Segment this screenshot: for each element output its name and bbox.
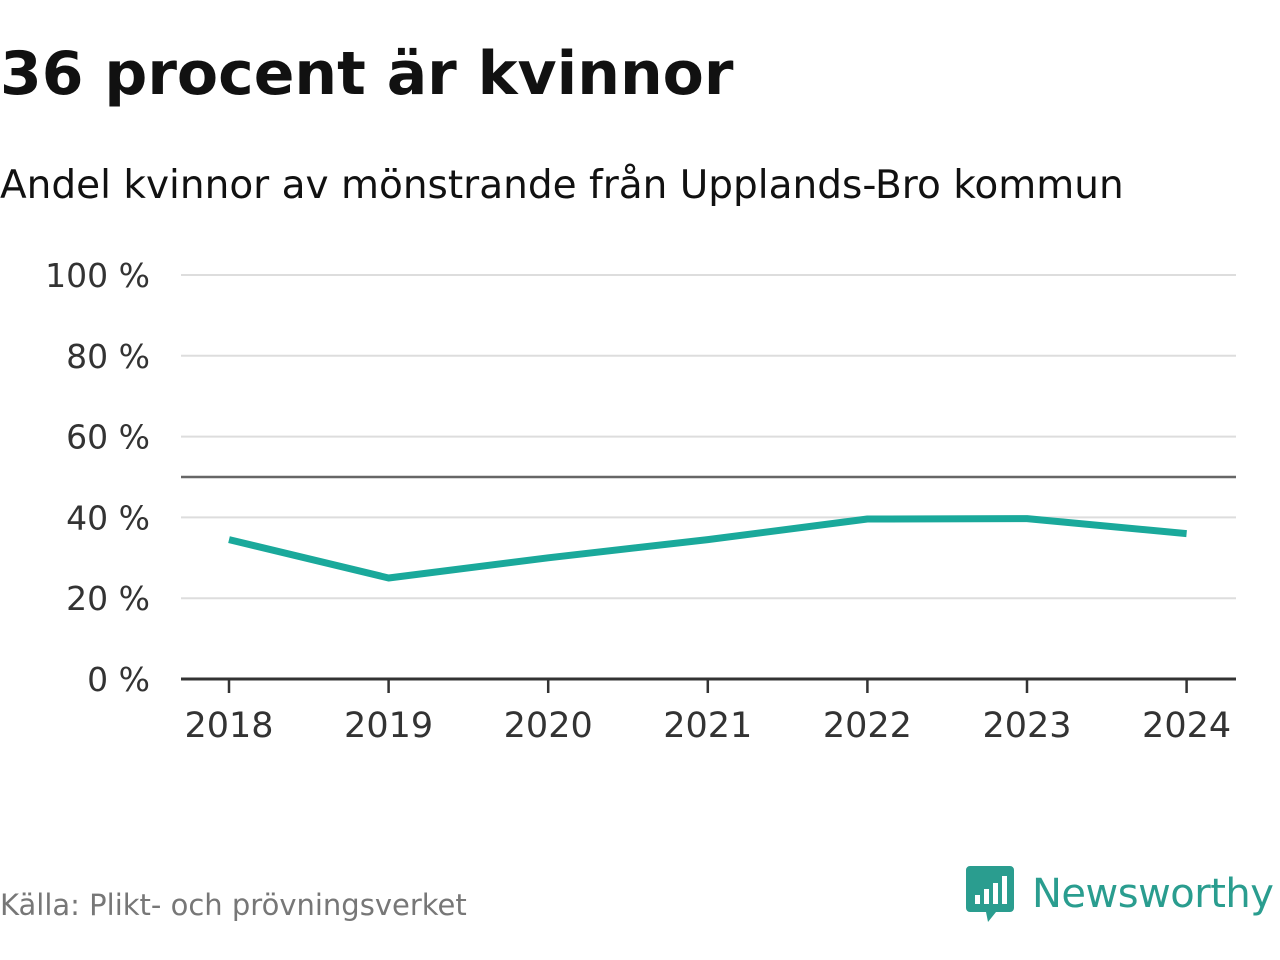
x-tick-label: 2021 bbox=[663, 706, 752, 746]
chart-title: 36 procent är kvinnor bbox=[0, 39, 734, 109]
grid-lines bbox=[181, 274, 1236, 600]
x-tick-label: 2019 bbox=[344, 706, 433, 746]
x-tick-label: 2022 bbox=[823, 706, 912, 746]
y-axis-ticks: 0 % 20 % 40 % 60 % 80 % 100 % bbox=[45, 256, 150, 699]
y-tick-label: 100 % bbox=[45, 256, 150, 295]
series-line bbox=[228, 515, 1187, 582]
y-tick-label: 40 % bbox=[66, 498, 150, 537]
series-lines bbox=[228, 515, 1187, 582]
y-tick-label: 20 % bbox=[66, 579, 150, 618]
x-tick-label: 2023 bbox=[982, 706, 1071, 746]
x-tick-label: 2018 bbox=[184, 706, 273, 746]
x-tick-label: 2024 bbox=[1142, 706, 1231, 746]
brand-logo: Newsworthy bbox=[964, 862, 1274, 926]
x-tick-label: 2020 bbox=[504, 706, 593, 746]
y-tick-label: 0 % bbox=[87, 660, 150, 699]
y-tick-label: 80 % bbox=[66, 337, 150, 376]
source-note: Källa: Plikt- och prövningsverket bbox=[0, 888, 467, 922]
chart-subtitle: Andel kvinnor av mönstrande från Uppland… bbox=[0, 163, 1124, 208]
newsworthy-logo-icon bbox=[966, 866, 1014, 922]
brand-name: Newsworthy bbox=[1032, 871, 1274, 917]
y-tick-label: 60 % bbox=[66, 418, 150, 457]
x-axis-ticks: 2018 2019 2020 2021 2022 2023 2024 bbox=[184, 679, 1231, 746]
